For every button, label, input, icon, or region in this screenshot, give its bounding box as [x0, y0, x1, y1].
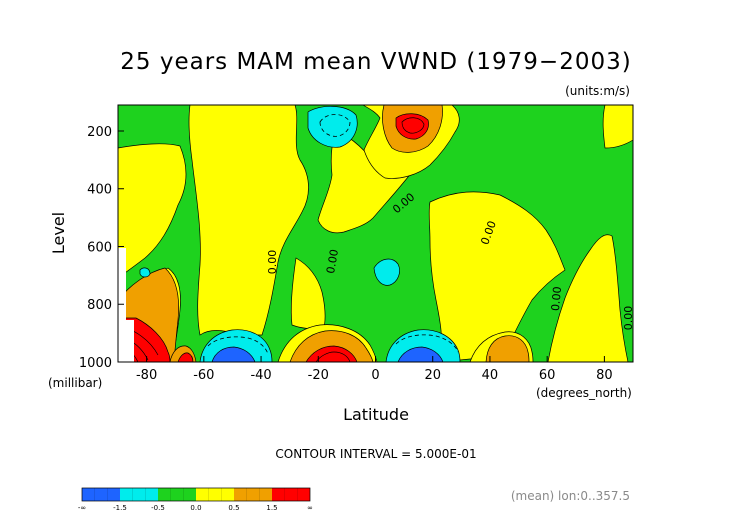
- x-axis-unit: (degrees_north): [536, 386, 632, 400]
- colorbar-swatch: [158, 488, 196, 501]
- x-tick-label: 80: [596, 368, 613, 383]
- x-tick-label: -80: [136, 368, 157, 383]
- contour-region-cyan: [139, 267, 151, 278]
- x-tick-label: -40: [250, 368, 271, 383]
- footer-note: (mean) lon:0..357.5: [511, 489, 630, 503]
- contour-region-cyan: [373, 258, 400, 286]
- contour-field: [118, 105, 633, 362]
- colorbar-swatch: [196, 488, 234, 501]
- contour-interval-text: CONTOUR INTERVAL = 5.000E-01: [275, 447, 476, 461]
- x-tick-label: -20: [308, 368, 329, 383]
- contour-region-yellow: [118, 143, 187, 279]
- colorbar-tick-label: -1.5: [113, 504, 127, 512]
- x-axis-label: Latitude: [343, 405, 409, 424]
- contour-region-yellow: [428, 191, 566, 362]
- y-axis-label: Level: [49, 212, 68, 254]
- x-tick-label: 60: [539, 368, 556, 383]
- colorbar-swatch: [120, 488, 158, 501]
- contour-region-yellow: [602, 105, 633, 149]
- y-tick-label: 800: [87, 298, 112, 313]
- chart-title: 25 years MAM mean VWND (1979−2003): [120, 49, 631, 75]
- colorbar-tick-label: 0.0: [190, 504, 201, 512]
- colorbar-tick-label: 1.5: [266, 504, 277, 512]
- y-tick-label: 200: [87, 125, 112, 140]
- contour-region-cyan: [307, 106, 358, 148]
- y-axis: 200 400 600 800 1000: [79, 125, 124, 371]
- colorbar-tick-label: ∞: [307, 504, 313, 512]
- contour-line-positive: [315, 351, 351, 362]
- y-tick-label: 400: [87, 183, 112, 198]
- x-axis: -80 -60 -40 -20 0 20 40 60 80: [136, 356, 613, 383]
- colorbar: -∞ -1.5 -0.5 0.0 0.5 1.5 ∞: [78, 487, 313, 512]
- y-axis-unit: (millibar): [48, 376, 102, 390]
- contour-line-positive: [401, 117, 425, 134]
- missing-data-area: [118, 248, 126, 320]
- x-tick-label: 0: [371, 368, 379, 383]
- colorbar-tick-label: -∞: [78, 504, 86, 512]
- missing-data-area: [118, 320, 134, 362]
- colorbar-tick-label: 0.5: [228, 504, 239, 512]
- colorbar-swatch: [82, 488, 120, 501]
- units-label: (units:m/s): [565, 84, 630, 98]
- colorbar-swatch: [234, 488, 272, 501]
- contour-region-yellow: [547, 234, 629, 362]
- x-tick-label: 40: [482, 368, 499, 383]
- contour-label: 0.00: [622, 306, 635, 331]
- contour-region-red: [177, 352, 194, 362]
- colorbar-tick-label: -0.5: [151, 504, 165, 512]
- colorbar-frame: [81, 487, 311, 502]
- x-tick-label: -60: [193, 368, 214, 383]
- contour-region-blue: [397, 346, 444, 362]
- y-tick-label: 600: [87, 240, 112, 255]
- contour-region-orange: [485, 335, 530, 362]
- y-tick-label: 1000: [79, 356, 112, 371]
- x-tick-label: 20: [424, 368, 441, 383]
- colorbar-swatch: [272, 488, 310, 501]
- contour-label: 0.00: [324, 248, 341, 274]
- contour-line-negative: [319, 114, 351, 137]
- contour-line-negative: [395, 334, 459, 353]
- contour-label: 0.00: [549, 286, 564, 312]
- contour-label: 0.00: [266, 250, 279, 275]
- contour-line-negative: [207, 336, 269, 355]
- contour-region-blue: [211, 346, 256, 362]
